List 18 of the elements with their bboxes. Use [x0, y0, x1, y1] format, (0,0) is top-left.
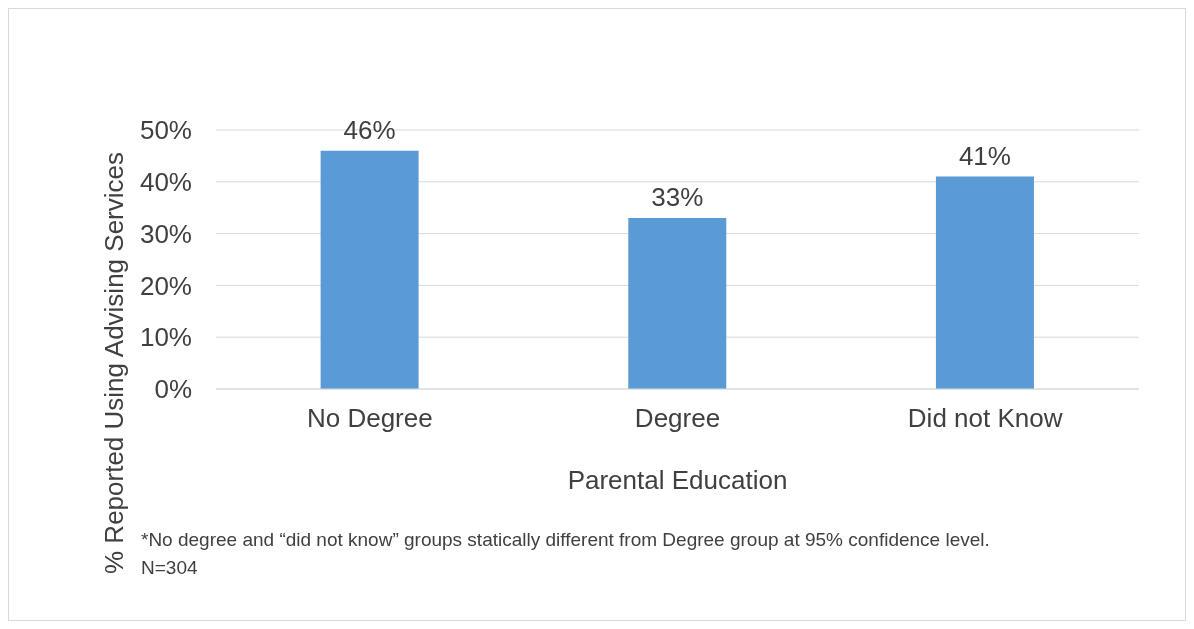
y-axis-title: % Reported Using Advising Services: [98, 152, 130, 574]
data-label: 46%: [343, 114, 396, 145]
data-label: 41%: [958, 140, 1011, 171]
bar: [935, 176, 1034, 389]
text: *No degree and “did not know” groups statically different from Degree group at 95% confidence level. N=304: [141, 528, 991, 580]
y-tick-label: 10%: [139, 322, 192, 353]
bar: [628, 218, 727, 389]
y-tick-label: 0%: [154, 374, 192, 405]
x-tick-label: Did not Know: [907, 403, 1063, 434]
bar: [320, 150, 419, 389]
x-axis-title: Parental Education: [567, 465, 788, 495]
x-tick-label: No Degree: [306, 403, 433, 434]
y-tick-label: 30%: [139, 218, 192, 249]
y-tick-label: 40%: [139, 167, 192, 198]
y-tick-label: 50%: [139, 115, 192, 146]
data-label: 33%: [651, 182, 704, 213]
x-tick-label: Degree: [634, 403, 721, 434]
y-tick-label: 20%: [139, 270, 192, 301]
